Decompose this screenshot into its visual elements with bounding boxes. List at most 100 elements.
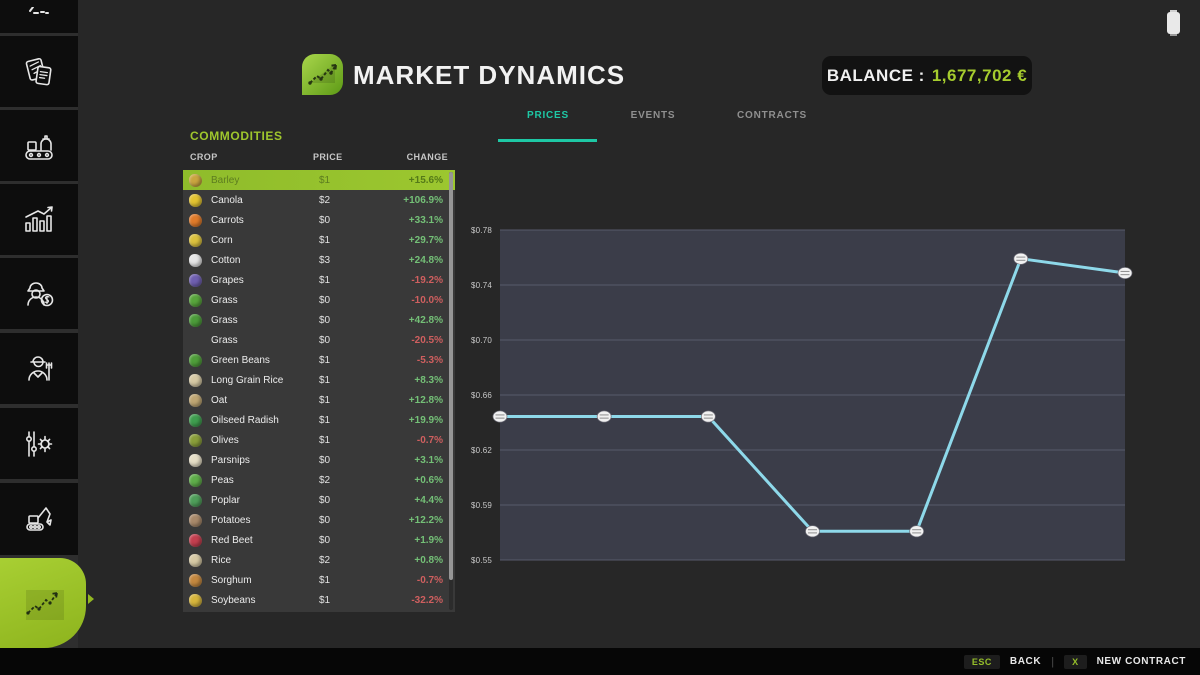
crop-price: $1 [319,394,331,406]
oilseed-radish-crop-icon [189,413,202,427]
table-row[interactable]: Oat $1 +12.8% [183,390,455,410]
data-point-marker-icon [805,525,820,538]
table-row[interactable]: Barley $1 +15.6% [183,170,455,190]
crop-name: Oilseed Radish [211,414,279,426]
crop-price: $3 [319,254,331,266]
table-row[interactable]: Cotton $3 +24.8% [183,250,455,270]
table-scrollbar [449,172,453,610]
back-button[interactable]: BACK [1009,656,1042,667]
esc-key-button[interactable]: ESC [963,654,1000,669]
long-grain-rice-crop-icon [189,373,202,387]
documents-icon [25,57,52,85]
crop-change: -10.0% [411,294,443,306]
table-rows: Barley $1 +15.6% Canola $2 +106.9% Carrots $0 +3… [183,170,455,610]
table-row[interactable]: Potatoes $0 +12.2% [183,510,455,530]
table-row[interactable]: Olives $1 -0.7% [183,430,455,450]
sidebar-item-market-dynamics[interactable] [0,558,86,648]
crop-name: Grass [211,334,238,346]
table-row[interactable]: Sorghum $1 -0.7% [183,570,455,590]
corn-crop-icon [189,233,202,247]
crop-change: +12.8% [408,394,443,406]
crop-price: $0 [319,214,331,226]
crop-name: Olives [211,434,239,446]
table-row[interactable]: Corn $1 +29.7% [183,230,455,250]
table-row[interactable]: Grass $0 +42.8% [183,310,455,330]
crop-name: Grapes [211,274,244,286]
crop-price: $1 [319,234,331,246]
sidebar [0,0,78,648]
parsnips-crop-icon [189,453,202,467]
table-scrollbar-thumb[interactable] [449,172,453,580]
grass-crop-icon [189,313,202,327]
table-row[interactable]: Peas $2 +0.6% [183,470,455,490]
partial-top-icon [29,6,49,14]
crop-price: $2 [319,554,331,566]
data-point-marker-icon [909,525,925,538]
finances-icon [27,281,54,306]
poplar-crop-icon [189,493,202,507]
table-row[interactable]: Long Grain Rice $1 +8.3% [183,370,455,390]
table-row[interactable]: Red Beet $0 +1.9% [183,530,455,550]
crop-change: +19.9% [408,414,443,426]
crop-change: +12.2% [408,514,443,526]
crop-change: -20.5% [411,334,443,346]
table-row[interactable]: Grapes $1 -19.2% [183,270,455,290]
sidebar-item-partial-top[interactable] [0,0,78,33]
crop-name: Canola [211,194,243,206]
data-point-marker-icon [700,410,716,423]
table-row[interactable]: Grass $0 -20.5% [183,330,455,350]
price-history-chart [492,229,1133,561]
sidebar-item-production[interactable] [0,110,78,181]
column-price: PRICE [313,152,343,162]
table-row[interactable]: Parsnips $0 +3.1% [183,450,455,470]
trend-logo-icon [308,64,337,85]
crop-change: -5.3% [416,354,443,366]
sidebar-item-documents[interactable] [0,36,78,107]
tab-prices[interactable]: PRICES [526,110,570,121]
table-row[interactable]: Carrots $0 +33.1% [183,210,455,230]
table-row[interactable]: Poplar $0 +4.4% [183,490,455,510]
crop-name: Red Beet [211,534,253,546]
production-icon [25,134,53,160]
table-row[interactable]: Oilseed Radish $1 +19.9% [183,410,455,430]
x-key-button[interactable]: X [1064,654,1087,669]
crop-name: Long Grain Rice [211,374,284,386]
sidebar-item-settings[interactable] [0,408,78,479]
crop-price: $0 [319,494,331,506]
table-row[interactable]: Canola $2 +106.9% [183,190,455,210]
crop-price: $0 [319,334,331,346]
table-row[interactable]: Green Beans $1 -5.3% [183,350,455,370]
page-title: MARKET DYNAMICS [353,60,626,90]
crop-name: Parsnips [211,454,250,466]
table-row[interactable]: Rice $2 +0.8% [183,550,455,570]
potatoes-crop-icon [189,513,202,527]
crop-name: Rice [211,554,232,566]
grapes-crop-icon [189,273,202,287]
tab-events[interactable]: EVENTS [630,110,676,121]
sidebar-item-finances[interactable] [0,258,78,329]
crop-change: +1.9% [414,534,443,546]
active-tab-underline [498,139,597,142]
crop-change: +42.8% [408,314,443,326]
table-row[interactable]: Grass $0 -10.0% [183,290,455,310]
tab-contracts[interactable]: CONTRACTS [737,110,807,121]
crop-price: $2 [319,194,331,206]
table-row[interactable]: Soybeans $1 -32.2% [183,590,455,610]
active-item-pointer-icon [88,594,94,604]
footer-divider: | [1051,655,1055,668]
new-contract-button[interactable]: NEW CONTRACT [1096,656,1186,667]
green-beans-crop-icon [189,353,202,367]
commodities-table: Barley $1 +15.6% Canola $2 +106.9% Carrots $0 +3… [183,170,455,612]
grass-crop-icon [189,293,202,307]
sidebar-item-statistics[interactable] [0,184,78,255]
crop-price: $0 [319,454,331,466]
crop-change: -19.2% [411,274,443,286]
sidebar-item-farmer[interactable] [0,333,78,404]
crop-change: +24.8% [408,254,443,266]
oat-crop-icon [189,393,202,407]
y-axis-tick-label: $0.78 [470,226,492,235]
sidebar-item-construction[interactable] [0,483,78,555]
crop-change: +3.1% [414,454,443,466]
crop-change: +0.6% [414,474,443,486]
crop-price: $0 [319,534,331,546]
